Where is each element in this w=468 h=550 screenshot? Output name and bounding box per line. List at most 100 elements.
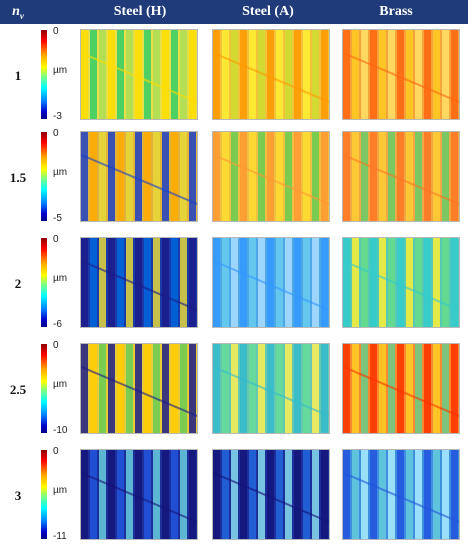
stripe — [222, 344, 229, 433]
diagonal-feature — [343, 471, 459, 524]
stripe — [352, 30, 359, 119]
stripe — [126, 30, 133, 119]
diagonal-feature — [81, 153, 197, 206]
stripe — [321, 238, 328, 327]
stripe — [249, 132, 256, 221]
stripe — [424, 238, 431, 327]
stripe — [294, 30, 301, 119]
stripe — [312, 30, 319, 119]
stripe — [343, 450, 350, 539]
stripe — [294, 450, 301, 539]
stripe — [294, 238, 301, 327]
surface-map-stripes — [213, 344, 329, 433]
stripe — [285, 238, 292, 327]
stripe — [352, 450, 359, 539]
colorbar-top-label: 0 — [53, 128, 59, 139]
stripe — [276, 344, 283, 433]
stripe — [153, 450, 160, 539]
stripe — [171, 450, 178, 539]
stripe — [126, 238, 133, 327]
stripe — [442, 344, 449, 433]
stripe — [99, 30, 106, 119]
stripe — [240, 132, 247, 221]
stripe — [171, 30, 178, 119]
diagonal-feature — [81, 471, 197, 524]
colorbar-bottom-label: -3 — [53, 111, 62, 122]
surface-map-r4-c1 — [80, 343, 198, 434]
stripe — [370, 132, 377, 221]
stripe — [99, 238, 106, 327]
stripe — [361, 132, 368, 221]
diagonal-feature — [213, 51, 329, 104]
colorbar-top-label: 0 — [53, 446, 59, 457]
stripe — [222, 450, 229, 539]
stripe — [370, 30, 377, 119]
surface-map-stripes — [343, 450, 459, 539]
stripe — [258, 238, 265, 327]
diagonal-feature — [81, 365, 197, 418]
stripe — [406, 450, 413, 539]
stripe — [180, 132, 187, 221]
column-header-brass: Brass — [379, 4, 413, 19]
stripe — [442, 450, 449, 539]
stripe — [180, 344, 187, 433]
stripe — [162, 30, 169, 119]
stripe — [189, 450, 196, 539]
stripe — [451, 344, 458, 433]
stripe — [108, 450, 115, 539]
stripe — [189, 344, 196, 433]
stripe — [424, 450, 431, 539]
header-bar: nv Steel (H) Steel (A) Brass — [0, 0, 468, 24]
stripe — [153, 238, 160, 327]
stripe — [90, 344, 97, 433]
stripe — [379, 450, 386, 539]
colorbar-top-label: 0 — [53, 340, 59, 351]
stripe — [90, 30, 97, 119]
stripe — [249, 344, 256, 433]
stripe — [249, 30, 256, 119]
stripe — [189, 238, 196, 327]
colorbar-unit-label: µm — [53, 64, 68, 76]
stripe — [406, 238, 413, 327]
row-label-nv: 3 — [14, 487, 22, 503]
colorbar — [41, 344, 47, 433]
diagonal-feature — [213, 471, 329, 524]
stripe — [267, 450, 274, 539]
stripe — [171, 344, 178, 433]
stripe — [343, 30, 350, 119]
surface-map-r2-c1 — [80, 131, 198, 222]
stripe — [126, 132, 133, 221]
stripe — [352, 132, 359, 221]
stripe — [258, 344, 265, 433]
colorbar-bottom-label: -5 — [53, 213, 62, 224]
stripe — [258, 30, 265, 119]
stripe — [99, 132, 106, 221]
stripe — [258, 450, 265, 539]
stripe — [388, 450, 395, 539]
stripe — [397, 450, 404, 539]
stripe — [81, 238, 88, 327]
stripe — [388, 30, 395, 119]
stripe — [81, 344, 88, 433]
stripe — [222, 30, 229, 119]
stripe — [267, 238, 274, 327]
surface-map-stripes — [343, 344, 459, 433]
stripe — [442, 132, 449, 221]
colorbar — [41, 132, 47, 221]
stripe — [285, 132, 292, 221]
stripe — [213, 238, 220, 327]
surface-map-stripes — [81, 132, 197, 221]
surface-map-r5-c2 — [212, 449, 330, 540]
surface-map-stripes — [81, 30, 197, 119]
stripe — [370, 344, 377, 433]
diagonal-feature — [81, 259, 197, 312]
stripe — [171, 132, 178, 221]
diagonal-feature — [343, 365, 459, 418]
stripe — [451, 132, 458, 221]
stripe — [231, 30, 238, 119]
surface-map-r1-c3 — [342, 29, 460, 120]
surface-map-r2-c3 — [342, 131, 460, 222]
stripe — [117, 238, 124, 327]
surface-map-stripes — [81, 344, 197, 433]
stripe — [144, 450, 151, 539]
